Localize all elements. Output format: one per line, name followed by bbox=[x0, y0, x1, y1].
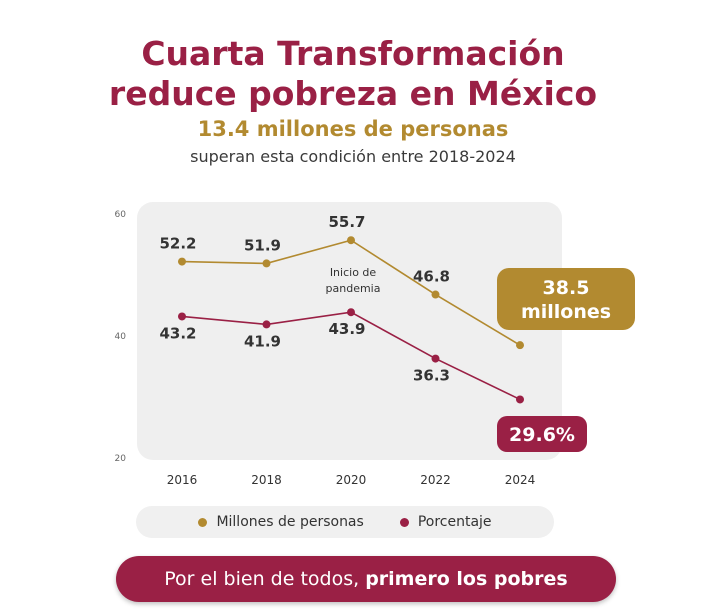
legend-item-millones: Millones de personas bbox=[198, 514, 364, 530]
data-label-porcentaje: 41.9 bbox=[244, 332, 281, 350]
data-point-porcentaje bbox=[431, 354, 440, 363]
data-point-porcentaje bbox=[516, 395, 524, 404]
y-tick-label: 20 bbox=[115, 454, 127, 464]
callout-millones-unit: millones bbox=[521, 301, 611, 323]
data-label-porcentaje: 43.9 bbox=[328, 320, 365, 338]
title-line-1: Cuarta Transformación bbox=[141, 34, 565, 73]
x-tick-label: 2016 bbox=[167, 473, 198, 487]
slogan-bold: primero los pobres bbox=[365, 568, 568, 590]
callout-porcentaje bbox=[497, 416, 587, 452]
data-point-porcentaje bbox=[262, 320, 271, 329]
x-tick-label: 2022 bbox=[420, 473, 451, 487]
callout-millones-value: 38.5 bbox=[543, 277, 590, 299]
data-point-millones bbox=[516, 341, 524, 350]
legend-dot-millones-icon bbox=[198, 517, 208, 527]
legend-dot-porcentaje-icon bbox=[399, 517, 409, 527]
data-label-millones: 51.9 bbox=[244, 236, 281, 254]
data-label-porcentaje: 43.2 bbox=[159, 324, 196, 342]
x-tick-label: 2024 bbox=[505, 473, 536, 487]
data-point-millones bbox=[178, 257, 186, 266]
x-tick-label: 2018 bbox=[251, 473, 282, 487]
slogan-normal: Por el bien de todos, bbox=[164, 568, 360, 590]
callout-porcentaje-value: 29.6% bbox=[509, 424, 575, 446]
data-point-millones bbox=[347, 236, 355, 245]
legend-label-millones: Millones de personas bbox=[216, 514, 364, 530]
legend-item-porcentaje: Porcentaje bbox=[399, 514, 492, 530]
data-label-millones: 46.8 bbox=[413, 268, 450, 286]
callout-millones bbox=[497, 268, 635, 330]
data-point-millones bbox=[431, 290, 440, 299]
subtitle-highlight: 13.4 millones de personas bbox=[197, 117, 509, 141]
data-label-porcentaje: 36.3 bbox=[413, 367, 450, 385]
legend-label-porcentaje: Porcentaje bbox=[417, 514, 492, 530]
plot-area bbox=[137, 202, 562, 460]
chart-title: Cuarta Transformación reduce pobreza en … bbox=[0, 34, 706, 114]
y-tick-label: 40 bbox=[115, 332, 127, 342]
slogan-banner: Por el bien de todos, primero los pobres bbox=[116, 556, 616, 602]
subtitle-detail: superan esta condición entre 2018-2024 bbox=[190, 147, 516, 166]
data-point-porcentaje bbox=[178, 312, 186, 321]
annotation-pandemia: Inicio de pandemia bbox=[326, 266, 381, 295]
data-point-porcentaje bbox=[347, 308, 355, 317]
data-label-millones: 52.2 bbox=[159, 235, 196, 253]
data-point-millones bbox=[262, 259, 271, 268]
data-label-millones: 55.7 bbox=[328, 213, 365, 231]
y-tick-label: 60 bbox=[115, 210, 127, 220]
title-line-2: reduce pobreza en México bbox=[108, 74, 598, 113]
x-tick-label: 2020 bbox=[336, 473, 367, 487]
line-chart: 20 40 60 2016 2018 2020 2022 2024 Inicio de pande… bbox=[115, 202, 635, 487]
chart-legend: Millones de personas Porcentaje bbox=[136, 506, 554, 538]
